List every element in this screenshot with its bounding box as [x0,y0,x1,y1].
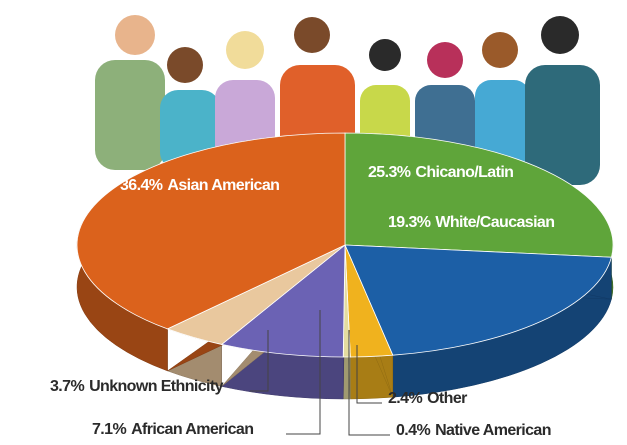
category-label: Asian American [167,177,279,194]
data-label: 19.3%White/Caucasian [388,214,554,231]
data-label: 36.4%Asian American [120,177,279,194]
category-label: White/Caucasian [435,214,554,231]
data-label: 3.7% Unknown Ethnicity [50,378,224,395]
data-label: 2.4% Other [388,390,467,407]
category-label: Other [427,390,467,407]
value-label: 0.4% [396,422,430,439]
value-label: 25.3% [368,164,411,181]
value-label: 7.1% [92,421,126,438]
value-label: 19.3% [388,214,431,231]
data-label: 7.1% African American [92,421,253,438]
value-label: 36.4% [120,177,163,194]
category-label: Chicano/Latin [415,164,513,181]
chart: 25.3%Chicano/Latin 19.3%White/Caucasian 2.… [0,0,627,445]
data-label: 25.3%Chicano/Latin [368,164,513,181]
value-label: 3.7% [50,378,84,395]
data-label: 0.4% Native American [396,422,551,439]
category-label: African American [131,421,253,438]
pie [77,133,613,399]
value-label: 2.4% [388,390,422,407]
category-label: Unknown Ethnicity [89,378,224,395]
category-label: Native American [435,422,551,439]
